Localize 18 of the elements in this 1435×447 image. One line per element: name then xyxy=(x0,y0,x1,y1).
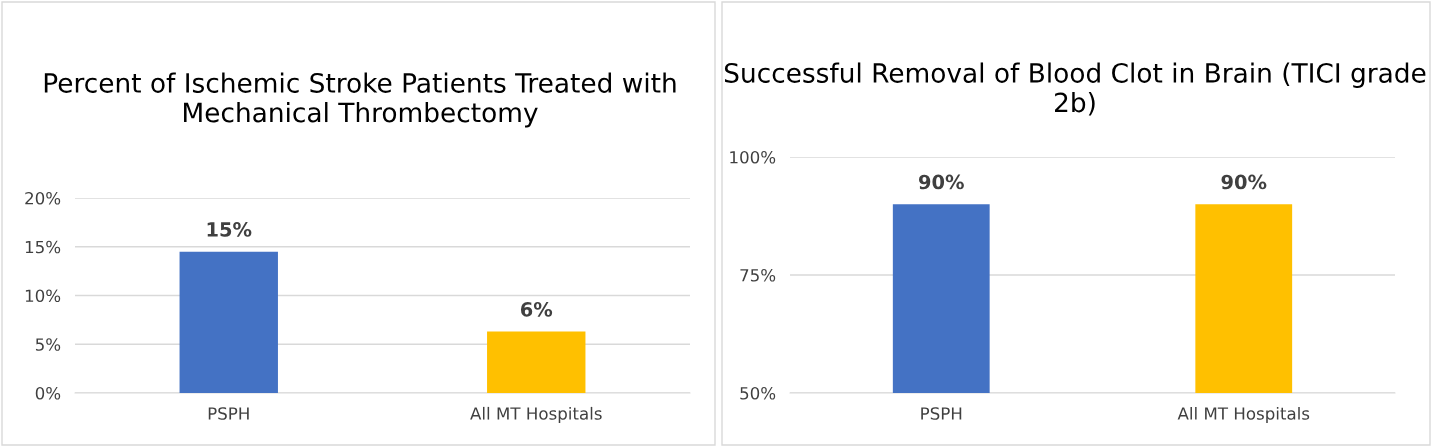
data-label: 15% xyxy=(207,222,252,237)
data-label: 6% xyxy=(520,301,553,317)
x-tick-label: All MT Hospitals xyxy=(470,406,602,424)
y-tick-label: 10% xyxy=(25,289,61,303)
y-tick-label: 15% xyxy=(25,240,61,254)
y-tick-label: 50% xyxy=(740,386,776,400)
data-label: 90% xyxy=(1221,174,1267,190)
y-tick-label: 5% xyxy=(35,338,61,351)
x-tick-label: All MT Hospitals xyxy=(1177,406,1310,424)
y-tick-label: 75% xyxy=(740,268,776,282)
chart-title: Successful Removal of Blood Clot in Brain (TICI grade 2b) xyxy=(724,62,1426,116)
y-tick-label: 0% xyxy=(35,386,61,400)
data-label: 90% xyxy=(918,174,964,190)
x-tick-label: PSPH xyxy=(921,407,962,420)
y-tick-label: 100% xyxy=(730,150,776,164)
y-tick-label: 20% xyxy=(25,191,61,205)
chart-title: Percent of Ischemic Stroke Patients Treated with Mechanical Thrombectomy xyxy=(44,72,676,128)
x-tick-label: PSPH xyxy=(208,407,249,420)
